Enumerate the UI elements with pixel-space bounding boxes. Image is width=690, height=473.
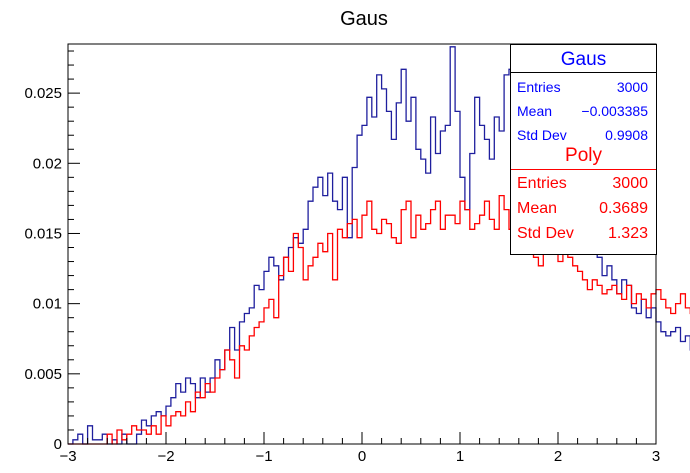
stats-separator-gaus [511,72,656,73]
stats-value: 1.323 [607,225,648,242]
stats-value: 3000 [612,175,648,192]
chart-title: Gaus [340,8,388,30]
y-tick-label: 0.02 [33,155,62,172]
x-tick-label: −2 [157,448,174,465]
x-tick-label: −3 [59,448,76,465]
y-tick-label: 0.025 [24,85,62,102]
y-tick-label: 0.01 [33,296,62,313]
series-gaus-line [68,46,690,445]
stats-label: Entries [517,79,561,95]
stats-box: Gaus Entries 3000 Mean −0.003385 Std Dev… [510,44,657,255]
y-tick-label: 0 [54,436,62,453]
stats-label: Mean [517,103,553,119]
stats-value: 0.9908 [605,127,648,143]
y-tick-label: 0.015 [24,225,62,242]
x-tick-label: 0 [358,448,366,465]
x-tick-label: −1 [255,448,272,465]
stats-value: 0.3689 [599,200,648,217]
stats-value: −0.003385 [581,103,648,119]
stats-label: Std Dev [517,225,574,242]
stats-value: 3000 [616,79,648,95]
stats-title-poly: Poly [565,145,602,166]
stats-label: Mean [517,200,558,217]
stats-title-gaus: Gaus [560,49,607,70]
stats-label: Std Dev [517,127,567,143]
series-poly-line [68,194,690,445]
x-tick-label: 3 [652,448,660,465]
x-tick-label: 2 [554,448,562,465]
stats-separator-poly [511,169,656,170]
stats-label: Entries [517,175,567,192]
y-tick-label: 0.005 [24,366,62,383]
x-tick-label: 1 [456,448,464,465]
series-layer [68,46,690,445]
